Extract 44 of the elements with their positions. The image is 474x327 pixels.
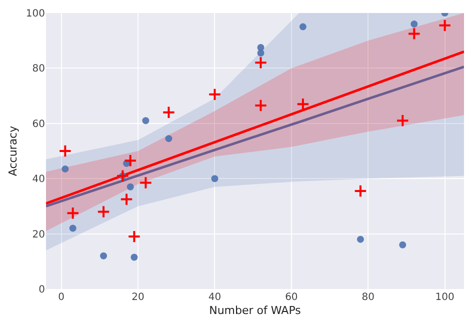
point: [139, 176, 152, 190]
point: [130, 254, 138, 261]
y-tick-label: 60: [32, 118, 45, 130]
point: [124, 154, 137, 168]
point: [69, 224, 76, 232]
point: [66, 206, 80, 220]
point: [396, 114, 410, 128]
point: [58, 144, 72, 158]
y-tick-label: 80: [32, 64, 45, 75]
x-tick-label: 60: [285, 292, 298, 303]
point: [116, 169, 130, 182]
x-tick-label: 100: [435, 292, 454, 303]
point: [257, 50, 264, 57]
point: [399, 241, 406, 248]
y-tick-label: 100: [26, 8, 45, 20]
point: [296, 97, 310, 111]
point: [162, 106, 176, 119]
point: [208, 88, 222, 102]
point: [211, 175, 218, 182]
point: [126, 183, 134, 190]
point: [142, 117, 150, 124]
point: [354, 184, 368, 198]
point: [100, 252, 108, 260]
point: [438, 18, 452, 32]
x-axis-title: Number of WAPs: [209, 304, 302, 318]
point: [410, 20, 418, 28]
point: [254, 98, 268, 112]
y-tick-label: 0: [38, 284, 45, 296]
x-tick-label: 0: [58, 292, 65, 303]
y-axis-title: Accuracy: [6, 125, 20, 176]
y-tick-label: 20: [32, 229, 45, 240]
point: [128, 230, 141, 244]
point: [356, 236, 364, 243]
point: [120, 192, 134, 206]
point: [96, 205, 110, 218]
point: [62, 165, 69, 172]
y-tick-label: 40: [32, 174, 45, 186]
point: [165, 135, 172, 142]
x-tick-label: 80: [362, 292, 374, 303]
point: [408, 27, 421, 40]
point: [299, 23, 306, 30]
x-tick-label: 40: [208, 292, 222, 303]
x-tick-label: 20: [132, 292, 144, 303]
point: [254, 56, 268, 70]
